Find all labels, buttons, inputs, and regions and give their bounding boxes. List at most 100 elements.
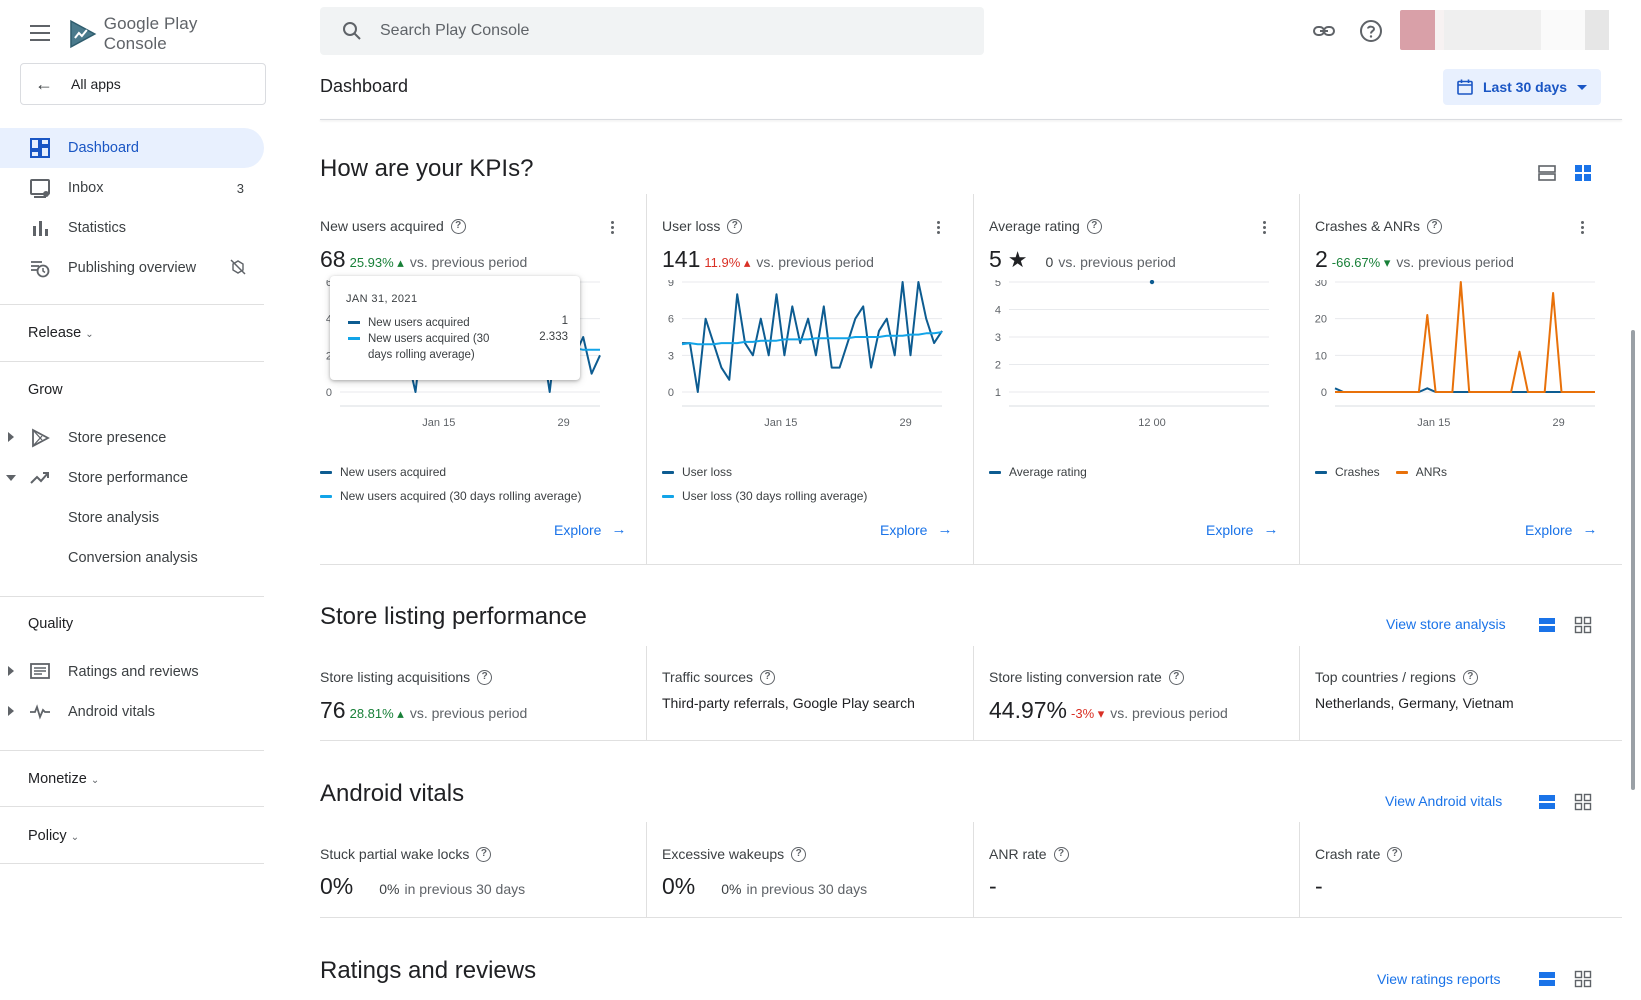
list-layout-icon[interactable] xyxy=(1538,793,1556,811)
sidebar-item-inbox[interactable]: Inbox 3 xyxy=(0,168,264,208)
section-release[interactable]: Release ⌄ xyxy=(28,325,94,341)
help-icon[interactable]: ? xyxy=(727,218,743,234)
sidebar-item-ratings-reviews[interactable]: Ratings and reviews xyxy=(0,652,264,692)
metric-value: 0% xyxy=(662,873,696,899)
y-tick-label: 6 xyxy=(326,280,332,289)
section-quality-label: Quality xyxy=(28,616,74,632)
sidebar-item-store-performance[interactable]: Store performance xyxy=(0,458,264,498)
sidebar-item-publishing-overview[interactable]: Publishing overview xyxy=(0,248,264,288)
sidebar-item-statistics[interactable]: Statistics xyxy=(0,208,264,248)
explore-link[interactable]: Explore → xyxy=(1206,521,1278,538)
help-icon[interactable]: ? xyxy=(1168,669,1184,685)
collapse-arrow-icon[interactable] xyxy=(6,475,16,481)
card-divider xyxy=(973,822,974,918)
tooltip-swatch xyxy=(348,321,360,324)
sidebar-item-android-vitals[interactable]: Android vitals xyxy=(0,692,264,732)
play-console-logo[interactable]: Google Play Console xyxy=(68,14,264,54)
traffic-sources-value: Third-party referrals, Google Play searc… xyxy=(662,695,915,711)
more-options-icon[interactable] xyxy=(1256,219,1272,237)
kpi-change-value: -66.67% xyxy=(1331,255,1381,270)
help-icon[interactable] xyxy=(1359,19,1383,43)
help-icon[interactable]: ? xyxy=(1086,218,1102,234)
help-icon[interactable]: ? xyxy=(1387,846,1403,862)
all-apps-button[interactable]: ← All apps xyxy=(20,63,266,105)
metric-title: Stuck partial wake locks? xyxy=(320,846,492,862)
legend-item: New users acquired (30 days rolling aver… xyxy=(320,484,581,508)
section-policy[interactable]: Policy ⌄ xyxy=(28,828,79,844)
list-layout-icon[interactable] xyxy=(1538,970,1556,988)
arrow-forward-icon: → xyxy=(937,521,953,538)
search-input[interactable] xyxy=(380,22,920,40)
explore-link[interactable]: Explore → xyxy=(880,521,952,538)
publishing-icon xyxy=(31,261,50,278)
metric-title: Top countries / regions? xyxy=(1315,669,1478,685)
more-options-icon[interactable] xyxy=(1574,219,1590,237)
explore-link[interactable]: Explore → xyxy=(1525,521,1597,538)
metric-value-row: - xyxy=(1315,873,1323,900)
account-avatar[interactable] xyxy=(1400,10,1620,50)
help-icon[interactable]: ? xyxy=(1427,218,1443,234)
metric-change: 28.81% ▴ xyxy=(349,706,404,721)
kpi-title-text: User loss xyxy=(662,218,721,234)
date-range-selector[interactable]: Last 30 days xyxy=(1443,69,1601,105)
search-bar[interactable] xyxy=(320,7,984,55)
help-icon[interactable]: ? xyxy=(450,218,466,234)
x-tick-label: Jan 15 xyxy=(422,417,455,429)
link-icon[interactable] xyxy=(1312,19,1336,43)
y-tick-label: 30 xyxy=(1315,280,1327,289)
metric-compare: in previous 30 days xyxy=(404,881,526,897)
help-icon[interactable]: ? xyxy=(1053,846,1069,862)
help-icon[interactable]: ? xyxy=(476,846,492,862)
sidebar-item-label: Android vitals xyxy=(68,704,156,720)
expand-arrow-icon[interactable] xyxy=(8,666,14,676)
view-android-vitals-link[interactable]: View Android vitals xyxy=(1385,793,1503,809)
y-tick-label: 4 xyxy=(995,305,1001,317)
sidebar-item-conversion-analysis[interactable]: Conversion analysis xyxy=(0,538,264,578)
page-scrollbar[interactable] xyxy=(1631,330,1635,790)
average-rating-chart[interactable]: 1 2 3 4 5 12 00 xyxy=(989,280,1289,450)
view-store-analysis-link[interactable]: View store analysis xyxy=(1386,616,1506,632)
kpi-value-row: 2 -66.67% ▾ vs. previous period xyxy=(1315,246,1514,273)
y-tick-label: 3 xyxy=(668,350,674,362)
tooltip-value: 2.333 xyxy=(539,331,568,343)
grid-layout-icon[interactable] xyxy=(1574,970,1592,988)
more-options-icon[interactable] xyxy=(930,219,946,237)
expand-arrow-icon[interactable] xyxy=(8,706,14,716)
kpi-section-title: How are your KPIs? xyxy=(320,155,534,182)
user-loss-chart[interactable]: 0 3 6 9 Jan 15 29 xyxy=(662,280,962,450)
sidebar-divider xyxy=(0,361,264,362)
grid-layout-icon[interactable] xyxy=(1574,164,1592,182)
help-icon[interactable]: ? xyxy=(477,669,493,685)
crashes-anrs-chart[interactable]: 0 10 20 30 Jan 15 29 xyxy=(1315,280,1615,450)
sidebar-item-store-analysis[interactable]: Store analysis xyxy=(0,498,264,538)
card-divider xyxy=(1299,194,1300,564)
grid-layout-icon[interactable] xyxy=(1574,793,1592,811)
bar-chart-icon xyxy=(33,221,48,236)
y-tick-label: 6 xyxy=(668,314,674,326)
list-layout-icon[interactable] xyxy=(1538,616,1556,634)
grid-layout-icon[interactable] xyxy=(1574,616,1592,634)
chart-legend: User loss User loss (30 days rolling ave… xyxy=(662,460,867,508)
legend-swatch xyxy=(662,494,674,498)
menu-icon[interactable] xyxy=(28,20,52,44)
y-tick-label: 5 xyxy=(995,280,1001,289)
arrow-forward-icon: → xyxy=(1582,521,1598,538)
section-monetize[interactable]: Monetize ⌄ xyxy=(28,771,99,787)
metric-title-text: Stuck partial wake locks xyxy=(320,846,470,862)
section-divider xyxy=(320,564,1622,565)
expand-arrow-icon[interactable] xyxy=(8,432,14,442)
metric-title: Store listing conversion rate? xyxy=(989,669,1184,685)
metric-title-text: ANR rate xyxy=(989,846,1047,862)
explore-link[interactable]: Explore → xyxy=(554,521,626,538)
sidebar-item-store-presence[interactable]: Store presence xyxy=(0,418,264,458)
help-icon[interactable]: ? xyxy=(760,669,776,685)
more-options-icon[interactable] xyxy=(604,219,620,237)
view-ratings-reports-link[interactable]: View ratings reports xyxy=(1377,971,1501,987)
list-layout-icon[interactable] xyxy=(1538,164,1556,182)
help-icon[interactable]: ? xyxy=(791,846,807,862)
legend-swatch xyxy=(989,470,1001,474)
chart-legend: Crashes ANRs xyxy=(1315,460,1463,484)
help-icon[interactable]: ? xyxy=(1462,669,1478,685)
sidebar-item-dashboard[interactable]: Dashboard xyxy=(0,128,264,168)
metric-value: - xyxy=(989,873,997,899)
